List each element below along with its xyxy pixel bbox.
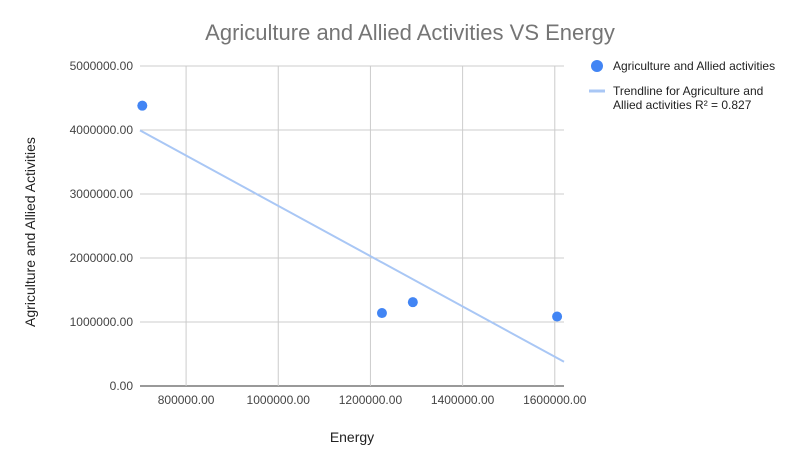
y-tick-label: 2000000.00 xyxy=(70,251,134,265)
y-tick-label: 3000000.00 xyxy=(70,187,134,201)
data-point xyxy=(137,100,148,111)
trendline xyxy=(139,129,565,363)
chart-title: Agriculture and Allied Activities VS Ene… xyxy=(205,20,615,45)
x-axis-ticks: 800000.00 1000000.00 1200000.00 1400000.00 1… xyxy=(158,393,587,407)
gridlines xyxy=(140,65,564,387)
y-tick-label: 4000000.00 xyxy=(70,123,134,137)
trendline-layer xyxy=(139,129,565,363)
y-tick-label: 1000000.00 xyxy=(70,315,134,329)
x-axis-title: Energy xyxy=(330,429,374,445)
y-tick-label: 5000000.00 xyxy=(70,59,134,73)
legend-label-trendline-line1: Trendline for Agriculture and xyxy=(613,84,763,98)
x-tick-label: 1400000.00 xyxy=(431,393,495,407)
data-points xyxy=(137,100,563,322)
y-tick-label: 0.00 xyxy=(110,379,134,393)
x-tick-label: 1200000.00 xyxy=(339,393,403,407)
y-axis-title: Agriculture and Allied Activities xyxy=(22,137,38,327)
legend-marker-series xyxy=(591,60,603,72)
x-tick-label: 1000000.00 xyxy=(247,393,311,407)
legend-label-series: Agriculture and Allied activities xyxy=(613,59,775,73)
legend-label-trendline-line2: Allied activities R² = 0.827 xyxy=(613,98,752,112)
data-point xyxy=(376,308,387,319)
data-point xyxy=(552,311,563,322)
x-tick-label: 1600000.00 xyxy=(523,393,587,407)
y-axis-ticks: 0.00 1000000.00 2000000.00 3000000.00 400000… xyxy=(70,59,134,393)
legend: Agriculture and Allied activities Trendl… xyxy=(589,59,775,112)
x-tick-label: 800000.00 xyxy=(158,393,215,407)
data-point xyxy=(407,297,418,308)
